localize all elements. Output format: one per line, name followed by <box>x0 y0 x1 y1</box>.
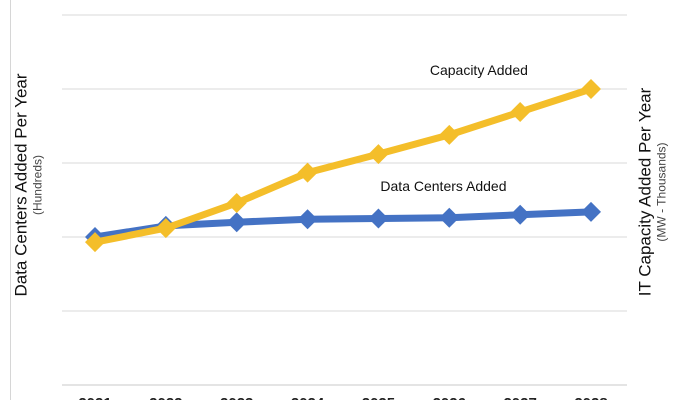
x-tick-label: 2026 <box>433 395 466 400</box>
data-point <box>297 162 318 183</box>
x-tick-label: 2021 <box>78 395 111 400</box>
data-point <box>85 232 105 253</box>
series-annotation: Capacity Added <box>430 62 528 78</box>
series-annotation: Data Centers Added <box>380 178 506 194</box>
x-tick-label: 2025 <box>362 395 395 400</box>
x-tick-label: 2022 <box>149 395 182 400</box>
x-axis-ticks: 2021 2022 2023 2024 2025 2026 2027 2028 <box>78 395 607 400</box>
right-axis-sublabel: (MW - Thousands) <box>654 142 669 242</box>
data-point <box>510 101 531 122</box>
data-point <box>510 204 531 225</box>
series-capacity-added <box>85 79 601 253</box>
x-tick-label: 2028 <box>574 395 607 400</box>
x-tick-label: 2024 <box>291 395 325 400</box>
data-point <box>439 207 460 228</box>
right-axis-label: IT Capacity Added Per Year <box>635 87 655 297</box>
data-point <box>226 192 247 213</box>
x-tick-label: 2027 <box>503 395 536 400</box>
data-point <box>297 209 318 230</box>
chart-frame-left-border <box>10 0 11 400</box>
data-point <box>581 79 601 99</box>
left-axis-title: Data Centers Added Per Year (Hundreds) <box>12 73 45 296</box>
x-tick-label: 2023 <box>220 395 253 400</box>
annotations: Capacity Added Data Centers Added <box>380 62 528 194</box>
data-point <box>155 218 176 239</box>
right-axis-title: IT Capacity Added Per Year (MW - Thousan… <box>636 88 669 297</box>
gridlines <box>62 14 627 386</box>
left-axis-label: Data Centers Added Per Year <box>11 73 31 297</box>
left-axis-sublabel: (Hundreds) <box>30 154 45 216</box>
data-point <box>226 212 247 233</box>
data-point <box>439 124 460 145</box>
data-point <box>368 144 389 165</box>
series-line <box>91 85 595 246</box>
series-layer <box>85 79 601 253</box>
data-point <box>368 208 389 229</box>
data-point <box>581 201 601 222</box>
